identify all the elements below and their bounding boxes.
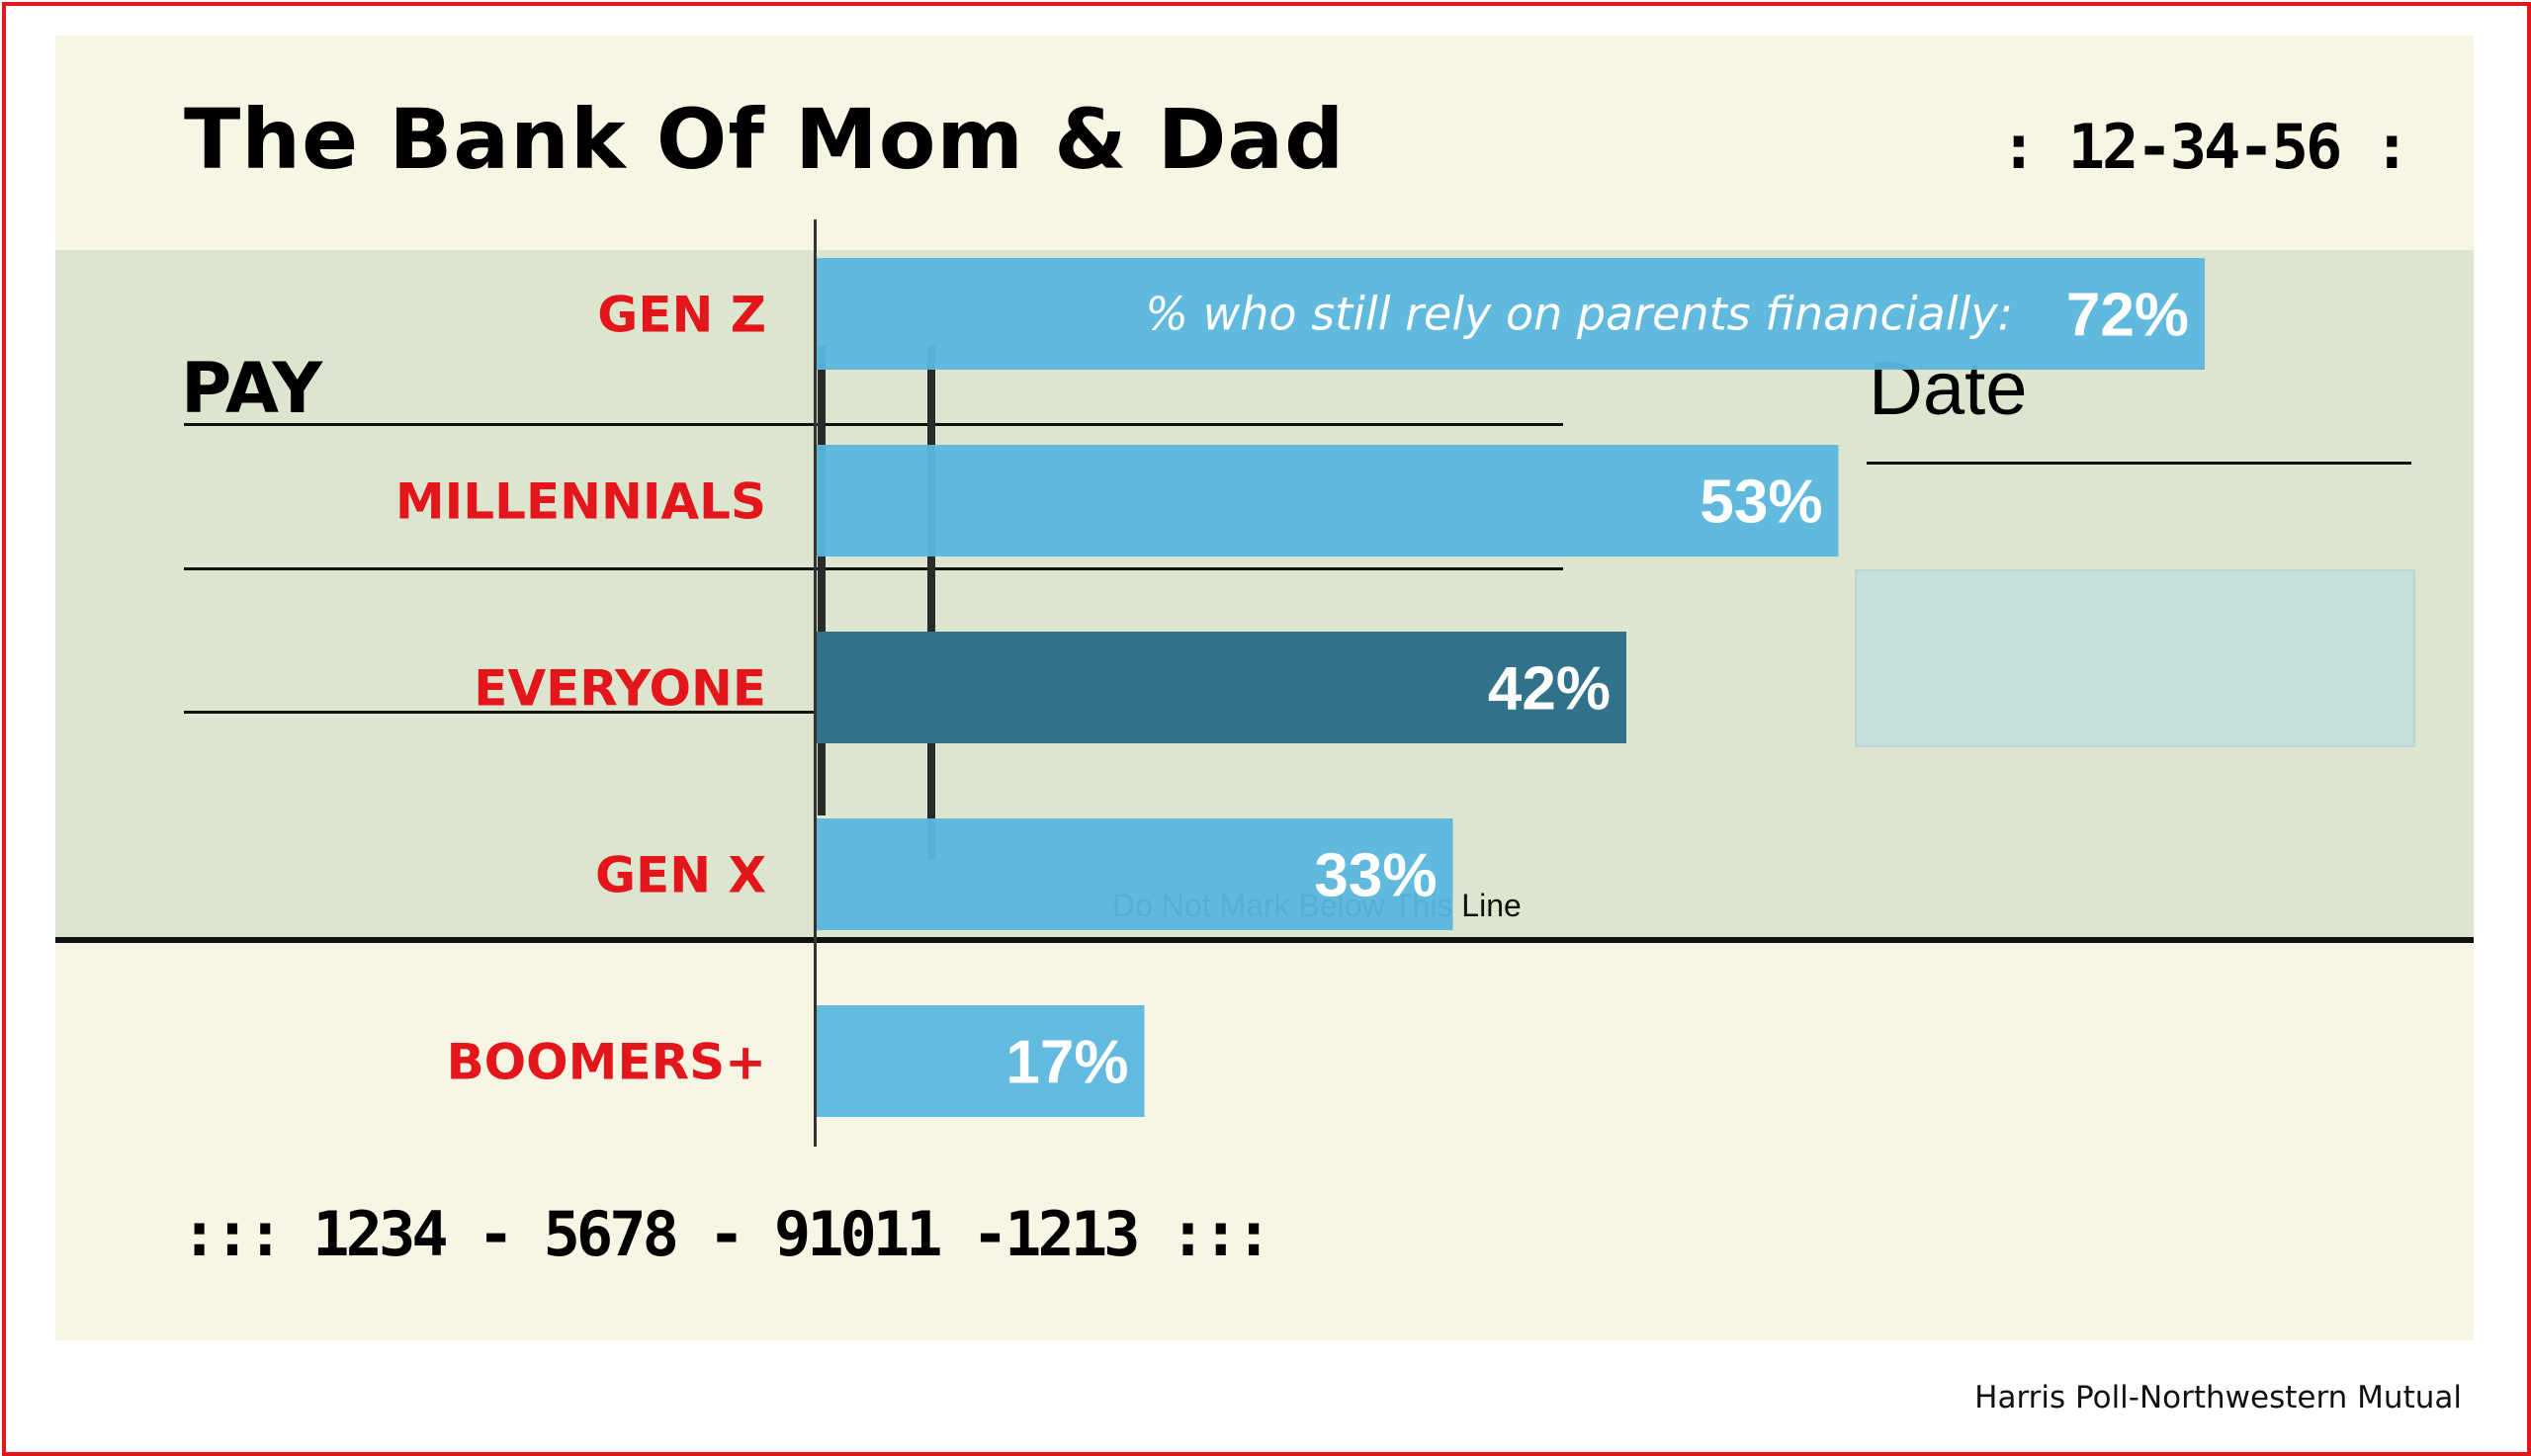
value-label-gen-z: 72% xyxy=(2066,282,2189,350)
amount-words-line xyxy=(184,567,1563,570)
bar-gen-z xyxy=(817,258,2205,370)
category-label-gen-z: GEN Z xyxy=(597,287,766,344)
category-label-boomers: BOOMERS+ xyxy=(447,1034,766,1091)
check-divider-left xyxy=(818,346,826,815)
value-label-gen-x: 33% xyxy=(1314,842,1437,910)
bar-everyone xyxy=(817,632,1626,743)
category-label-millennials: MILLENNIALS xyxy=(395,473,766,531)
bar-millennials xyxy=(817,445,1839,557)
value-label-boomers: 17% xyxy=(1005,1029,1128,1097)
value-label-everyone: 42% xyxy=(1488,655,1611,724)
bar-boomers xyxy=(817,1005,1145,1117)
value-label-millennials: 53% xyxy=(1700,469,1822,537)
date-line xyxy=(1867,462,2411,465)
pay-line xyxy=(184,423,1563,426)
micr-account-line: ::: 1234 - 5678 - 91011 -1213 ::: xyxy=(181,1198,1272,1270)
source-credit: Harris Poll-Northwestern Mutual xyxy=(1974,1380,2462,1415)
category-label-everyone: EVERYONE xyxy=(474,660,766,718)
bar-gen-x xyxy=(817,818,1453,930)
routing-number: : 12-34-56 : xyxy=(2000,111,2410,183)
chart-annotation: % who still rely on parents financially: xyxy=(1145,288,2013,341)
y-axis-line xyxy=(814,219,817,1147)
pay-label: PAY xyxy=(181,348,323,429)
mark-line xyxy=(55,937,2474,943)
check-divider-right xyxy=(927,346,935,860)
category-label-gen-x: GEN X xyxy=(595,847,766,904)
bank-name: The Bank Of Mom & Dad xyxy=(184,91,1346,188)
amount-box xyxy=(1855,569,2415,747)
